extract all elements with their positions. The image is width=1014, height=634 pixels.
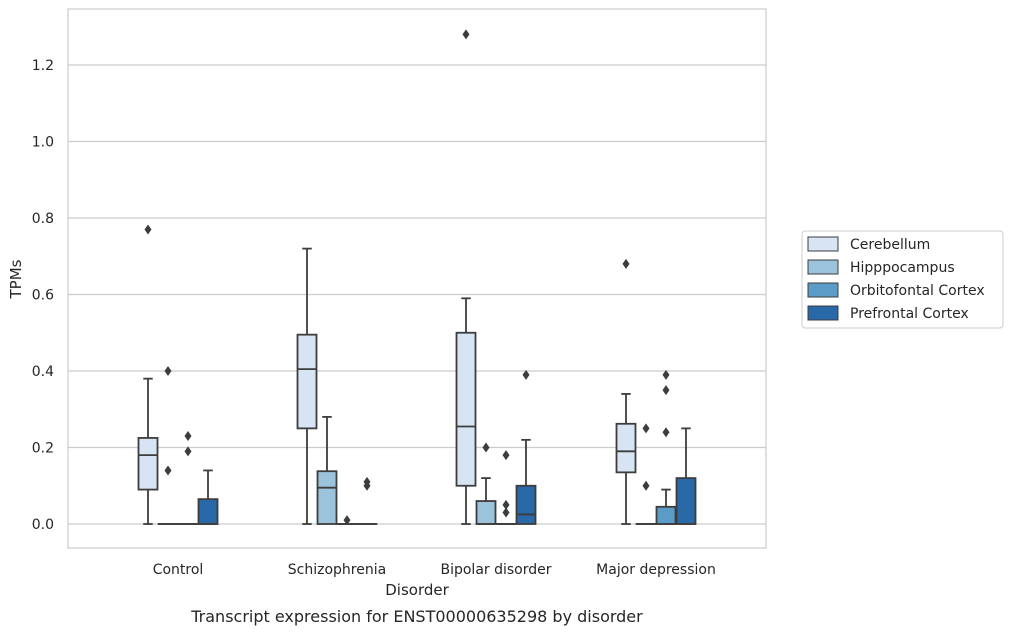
outlier-point	[642, 423, 650, 434]
box	[675, 477, 697, 525]
x-tick-label: Major depression	[596, 562, 716, 578]
legend-swatch	[807, 259, 839, 275]
box	[316, 470, 338, 525]
box	[615, 422, 637, 474]
y-tick-label: 0.0	[32, 517, 54, 533]
outlier-point	[502, 507, 510, 518]
legend-swatch	[807, 236, 839, 252]
legend-label: Orbitofontal Cortex	[850, 283, 985, 299]
y-tick-label: 0.8	[32, 211, 54, 227]
x-tick-label: Bipolar disorder	[440, 562, 551, 578]
outlier-point	[522, 369, 530, 380]
legend-label: Cerebellum	[850, 237, 930, 253]
outlier-point	[622, 258, 630, 269]
outlier-point	[462, 29, 470, 40]
box	[296, 333, 318, 430]
outlier-point	[482, 442, 490, 453]
x-axis-label: Disorder	[385, 581, 449, 599]
y-tick-label: 0.6	[32, 288, 54, 304]
y-tick-label: 0.4	[32, 364, 54, 380]
series-cerebellum	[137, 29, 637, 525]
series-prefrontal-cortex	[197, 369, 697, 525]
box	[655, 505, 677, 525]
series-hipppocampus	[157, 366, 657, 525]
x-tick-label: Schizophrenia	[288, 562, 386, 578]
outlier-point	[164, 366, 172, 376]
outlier-point	[662, 369, 670, 380]
legend-label: Hipppocampus	[850, 260, 955, 276]
outlier-point	[502, 499, 510, 510]
box	[515, 484, 537, 525]
y-tick-labels: 0.0 0.2 0.4 0.6 0.8 1.0 1.2	[32, 58, 54, 533]
outlier-point	[144, 224, 152, 235]
y-axis-label: TPMs	[7, 259, 25, 299]
outlier-point	[502, 450, 510, 461]
legend-frame	[801, 230, 1004, 329]
box	[475, 500, 497, 525]
series-orbitofontal-cortex	[177, 369, 677, 526]
chart-caption: Transcript expression for ENST0000063529…	[190, 607, 643, 626]
x-tick-labels: Control Schizophrenia Bipolar disorder Majo…	[153, 562, 716, 578]
y-tick-label: 0.2	[32, 441, 54, 457]
box	[197, 498, 219, 525]
legend-label: Prefrontal Cortex	[850, 306, 969, 322]
plot-area-frame	[67, 8, 767, 549]
box-series	[137, 29, 697, 526]
box	[455, 331, 477, 487]
outlier-point	[642, 480, 650, 491]
y-tick-label: 1.0	[32, 135, 54, 151]
legend-swatch	[807, 305, 839, 321]
x-tick-label: Control	[153, 562, 204, 578]
outlier-point	[184, 431, 192, 442]
outlier-point	[662, 385, 670, 396]
outlier-point	[662, 427, 670, 438]
legend: Cerebellum Hipppocampus Orbitofontal Corte…	[801, 230, 1004, 329]
legend-swatch	[807, 282, 839, 298]
outlier-point	[363, 476, 371, 487]
outlier-point	[343, 515, 351, 526]
box	[137, 437, 159, 491]
outlier-point	[184, 446, 192, 457]
outlier-point	[164, 465, 172, 476]
y-tick-label: 1.2	[32, 58, 54, 74]
